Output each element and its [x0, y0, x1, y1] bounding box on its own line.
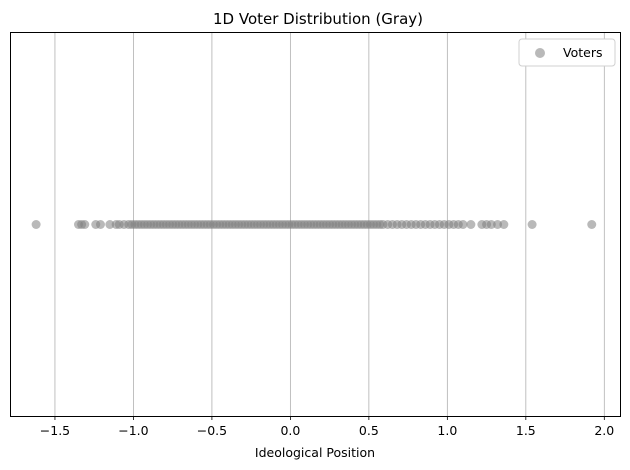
legend-label: Voters	[563, 45, 602, 60]
data-point	[587, 220, 597, 229]
x-tick-label: 0.5	[359, 423, 379, 438]
x-tick-label: −1.5	[40, 423, 70, 438]
legend: Voters	[518, 38, 616, 67]
chart-title: 1D Voter Distribution (Gray)	[213, 10, 423, 28]
x-tick-label: 1.0	[437, 423, 457, 438]
data-point	[105, 220, 115, 229]
data-points	[31, 220, 597, 229]
data-point	[31, 220, 41, 229]
data-point	[466, 220, 476, 229]
x-axis-label: Ideological Position	[255, 445, 375, 460]
x-tick-label: −0.5	[197, 423, 227, 438]
x-tick-label: 0.0	[280, 423, 300, 438]
plot-frame	[10, 32, 621, 417]
data-point	[80, 220, 90, 229]
data-point	[486, 220, 496, 229]
data-point	[499, 220, 509, 229]
x-axis-ticks: −1.5 −1.0 −0.5 0.0 0.5 1.0 1.5 2.0	[40, 416, 614, 438]
data-point	[458, 220, 468, 229]
data-point	[493, 220, 503, 229]
data-point	[527, 220, 537, 229]
legend-marker	[535, 48, 545, 58]
x-tick-label: 2.0	[594, 423, 614, 438]
data-point	[95, 220, 105, 229]
x-tick-label: −1.0	[118, 423, 148, 438]
legend-box	[518, 38, 616, 67]
x-tick-label: 1.5	[516, 423, 536, 438]
